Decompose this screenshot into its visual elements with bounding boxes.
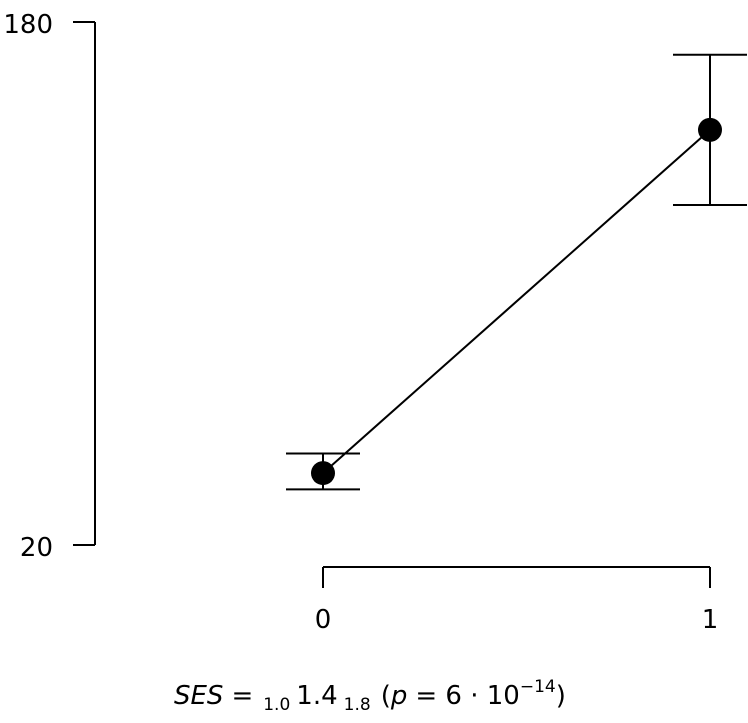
y-tick-label-bottom: 20 — [20, 533, 53, 563]
p-value: = 6 · 10 — [415, 681, 519, 711]
data-marks — [286, 53, 747, 491]
ses-ci-high: 1.8 — [344, 695, 371, 715]
x-tick-label-1: 1 — [702, 605, 719, 635]
ses-annotation: SES = 1.0 1.4 1.8 (p = 6 · 10−14) — [174, 677, 566, 715]
p-exponent: −14 — [520, 677, 556, 697]
ses-label: SES — [174, 681, 223, 711]
y-axis: 180 20 — [3, 10, 96, 563]
y-tick-label-top: 180 — [3, 10, 53, 40]
p-label: p — [390, 681, 408, 711]
x-axis: 0 1 — [315, 566, 719, 635]
p-close-paren: ) — [556, 681, 566, 711]
x-tick-label-0: 0 — [315, 605, 332, 635]
p-open-paren: ( — [381, 681, 391, 711]
ses-equals: = — [231, 681, 253, 711]
data-point-0 — [311, 461, 335, 486]
ses-ci-low: 1.0 — [263, 695, 290, 715]
ses-estimate: 1.4 — [296, 681, 337, 711]
series-line — [322, 129, 711, 474]
data-point-1 — [698, 117, 722, 142]
